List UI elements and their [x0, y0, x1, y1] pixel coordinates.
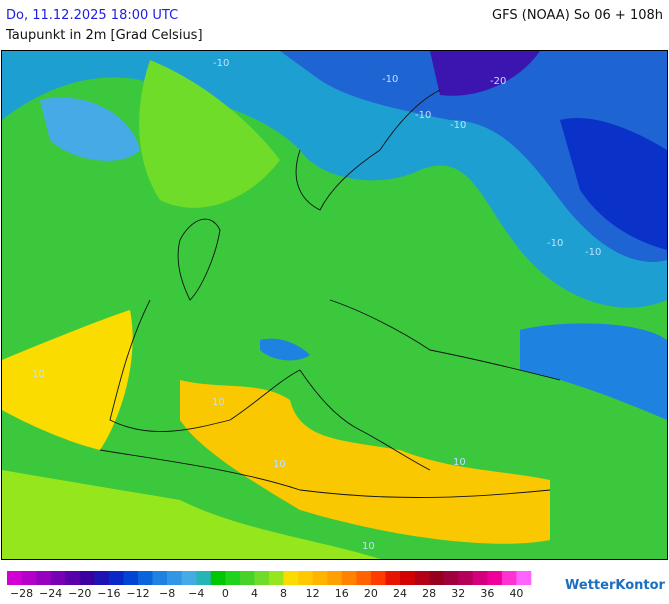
map: [2, 51, 667, 559]
legend-swatch: [225, 571, 241, 585]
contour-label: 10: [32, 369, 45, 380]
legend-swatch: [65, 571, 81, 585]
legend-swatch: [138, 571, 153, 585]
model-run: GFS (NOAA) So 06 + 108h: [492, 8, 663, 23]
legend-swatch: [210, 571, 226, 585]
legend-swatch: [21, 571, 37, 585]
legend-swatch: [123, 571, 139, 585]
map-frame: [1, 50, 668, 560]
contour-label: 10: [273, 459, 286, 470]
legend-label: 36: [480, 587, 494, 600]
legend-swatch: [152, 571, 168, 585]
contour-label: -10: [415, 110, 431, 121]
contour-label: -10: [450, 120, 466, 131]
color-legend: −28 −24 −20 −16 −12 −8 −4 0 4 8 12 16 20 24 28 32 36 40: [7, 571, 532, 600]
legend-label: 0: [222, 587, 229, 600]
legend-swatch: [501, 571, 517, 585]
legend-label: −20: [68, 587, 91, 600]
contour-label: 10: [453, 457, 466, 468]
brand-logo: WetterKontor: [565, 578, 666, 593]
legend-swatch: [487, 571, 503, 585]
legend-swatch: [443, 571, 459, 585]
legend-label: 8: [280, 587, 287, 600]
legend-swatch: [298, 571, 313, 585]
legend-swatch: [108, 571, 124, 585]
legend-swatch: [458, 571, 474, 585]
legend-label: −4: [188, 587, 204, 600]
legend-swatch: [385, 571, 401, 585]
contour-label: -10: [382, 74, 398, 85]
contour-labels: -10 -20 -10 -10 -10 -10 -10 10 10 10 10 10: [32, 58, 601, 552]
legend-label: −28: [10, 587, 33, 600]
legend-swatch: [312, 571, 328, 585]
legend-label: 24: [393, 587, 407, 600]
contour-label: -10: [585, 247, 601, 258]
legend-swatch: [50, 571, 66, 585]
legend-swatch: [516, 571, 532, 585]
legend-swatch: [341, 571, 357, 585]
legend-swatch: [356, 571, 372, 585]
map-title: Taupunkt in 2m [Grad Celsius]: [5, 28, 203, 43]
legend-swatch: [196, 571, 212, 585]
contour-label: -20: [490, 76, 506, 87]
legend-swatch: [283, 571, 299, 585]
legend-label: 12: [306, 587, 320, 600]
contour-label: -10: [547, 238, 563, 249]
legend-swatch: [94, 571, 110, 585]
legend-label: −12: [126, 587, 149, 600]
legend-swatch: [36, 571, 51, 585]
legend-label: −16: [97, 587, 120, 600]
contour-label: 10: [362, 541, 375, 552]
legend-swatch: [239, 571, 255, 585]
datetime: Do, 11.12.2025 18:00 UTC: [6, 8, 178, 23]
legend-swatch: [429, 571, 444, 585]
legend-label: 32: [451, 587, 465, 600]
legend-swatch: [269, 571, 284, 585]
legend-label: 16: [335, 587, 349, 600]
legend-label: 20: [364, 587, 378, 600]
contour-label: 10: [212, 397, 225, 408]
legend-label: 28: [422, 587, 436, 600]
legend-label: 4: [251, 587, 258, 600]
legend-swatch: [79, 571, 95, 585]
legend-swatch: [167, 571, 182, 585]
legend-label: −24: [39, 587, 62, 600]
legend-swatch: [472, 571, 488, 585]
legend-swatch: [400, 571, 415, 585]
legend-swatch: [254, 571, 270, 585]
legend-swatch: [327, 571, 343, 585]
legend-label: −8: [159, 587, 175, 600]
legend-label: 40: [509, 587, 523, 600]
legend-swatch: [181, 571, 197, 585]
legend-swatch: [414, 571, 430, 585]
legend-swatch: [7, 571, 22, 585]
contour-label: -10: [213, 58, 229, 69]
legend-swatch: [370, 571, 386, 585]
